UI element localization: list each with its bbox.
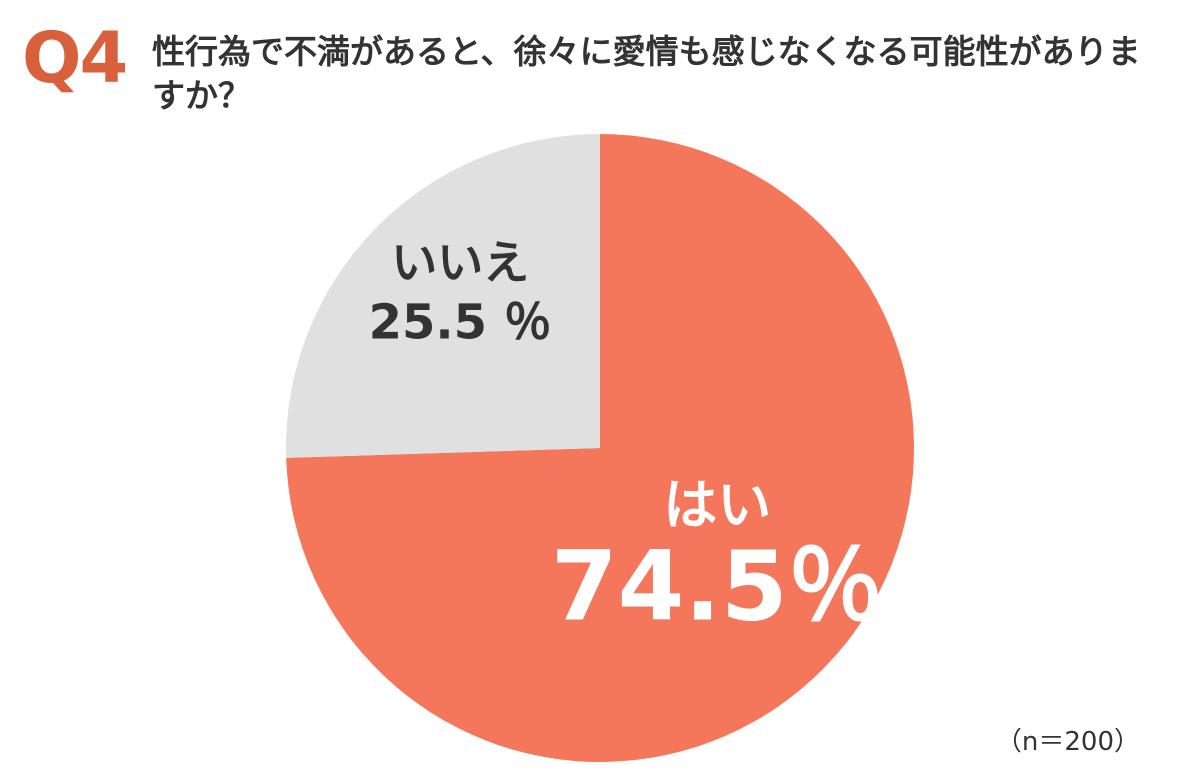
slice-label-yes: はい (663, 474, 771, 537)
sample-size-note: （n＝200） (995, 727, 1140, 757)
slice-label-no: いいえ (391, 236, 529, 290)
slice-value-yes: 74.5％ (551, 531, 884, 643)
pie-slice-yes (286, 134, 915, 762)
question-number: Q4 (22, 17, 128, 99)
pie-slices (286, 134, 915, 762)
slice-value-no: 25.5 ％ (369, 295, 552, 351)
pie-slice-no (286, 134, 600, 458)
question-text: 性行為で不満があると、徐々に愛情も感じなくなる可能性がありますか？ (152, 32, 1141, 115)
